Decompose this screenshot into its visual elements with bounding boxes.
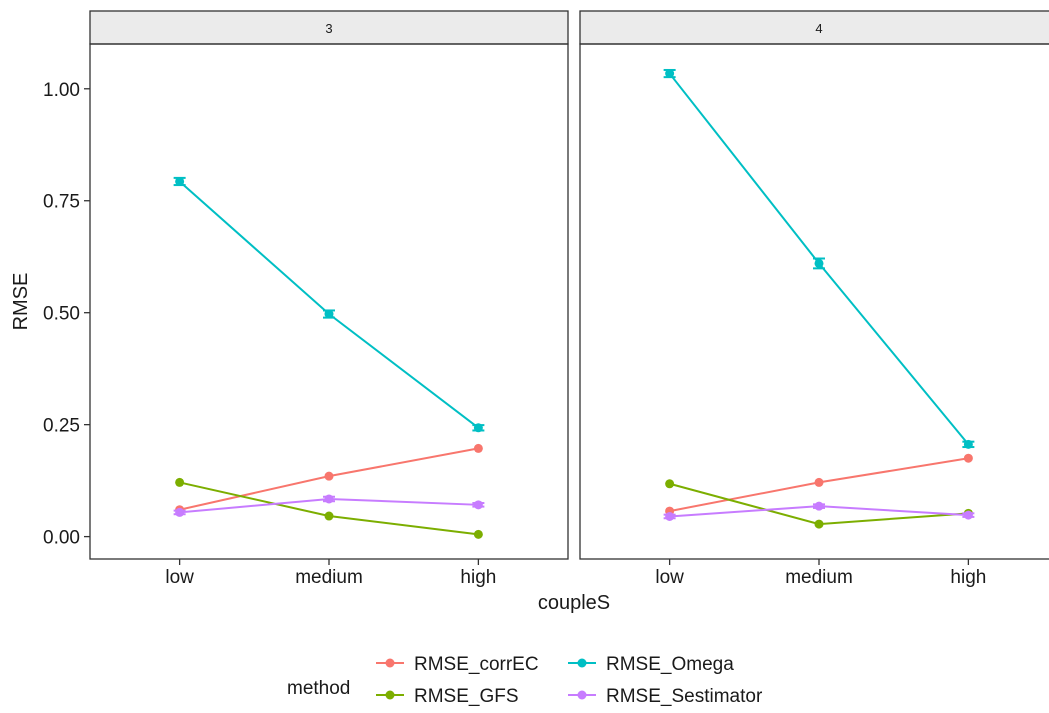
series-line	[178, 180, 479, 429]
data-point	[814, 501, 824, 511]
data-point	[963, 510, 973, 520]
data-point	[324, 494, 334, 504]
data-point	[324, 309, 334, 319]
facet-strip-label: 4	[815, 21, 822, 36]
x-tick-label: low	[165, 567, 194, 588]
data-point	[665, 511, 675, 521]
data-point	[324, 511, 334, 521]
series-rmse-gfs	[175, 477, 483, 539]
data-point	[665, 69, 675, 79]
legend-entry: RMSE_Sestimator	[568, 686, 763, 707]
facet-panel: 4 low medium high	[579, 10, 1049, 588]
x-tick-label: high	[460, 567, 496, 588]
series-rmse-correc	[665, 453, 973, 516]
y-tick-label: 1.00	[43, 80, 80, 101]
legend-label: RMSE_Omega	[606, 654, 734, 675]
series-rmse-gfs	[665, 479, 973, 529]
data-point	[175, 176, 185, 186]
data-point	[814, 519, 824, 529]
data-point	[473, 443, 483, 453]
y-tick-label: 0.25	[43, 416, 80, 437]
legend-key	[385, 690, 395, 700]
data-point	[814, 258, 824, 268]
legend-key	[577, 658, 587, 668]
x-tick-label: medium	[785, 567, 853, 588]
series-rmse-omega	[173, 176, 485, 433]
legend-label: RMSE_corrEC	[414, 654, 539, 675]
facet-strip-label: 3	[325, 21, 332, 36]
legend-key	[385, 658, 395, 668]
series-rmse-sestimator	[173, 494, 485, 517]
y-tick-label: 0.75	[43, 192, 80, 213]
data-point	[473, 529, 483, 539]
facet-strip	[579, 10, 1049, 45]
legend-key	[577, 690, 587, 700]
data-point	[665, 479, 675, 489]
legend-title: method	[287, 678, 350, 699]
legend-label: RMSE_GFS	[414, 686, 519, 707]
data-point	[473, 500, 483, 510]
data-point	[473, 423, 483, 433]
y-tick-label: 0.50	[43, 304, 80, 325]
data-point	[814, 477, 824, 487]
y-axis-title: RMSE	[10, 273, 32, 331]
x-axis-title: coupleS	[538, 592, 610, 614]
facet-strip	[89, 10, 569, 45]
y-tick-label: 0.00	[43, 528, 80, 549]
legend-entry: RMSE_GFS	[376, 686, 519, 707]
data-point	[963, 453, 973, 463]
data-point	[324, 471, 334, 481]
data-point	[963, 439, 973, 449]
data-point	[175, 477, 185, 487]
data-point	[175, 507, 185, 517]
legend-entry: RMSE_corrEC	[376, 654, 539, 675]
series-rmse-omega	[663, 68, 975, 449]
legend-entry: RMSE_Omega	[568, 654, 734, 675]
legend: method RMSE_corrEC RMSE_Omega RMSE_GFS RMSE…	[287, 654, 763, 707]
x-tick-label: high	[950, 567, 986, 588]
facet-panel: 3 low medium high	[89, 10, 569, 588]
series-rmse-sestimator	[663, 501, 975, 521]
x-tick-label: low	[655, 567, 684, 588]
panel-border	[89, 43, 569, 560]
x-tick-label: medium	[295, 567, 363, 588]
panel-border	[579, 43, 1049, 560]
legend-label: RMSE_Sestimator	[606, 686, 763, 707]
